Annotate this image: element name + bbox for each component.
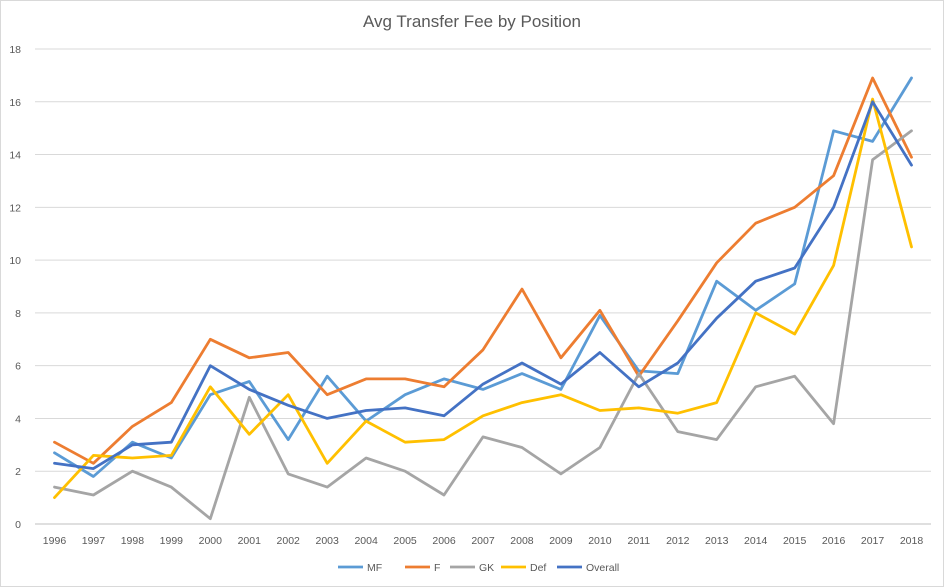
series-line-f xyxy=(53,76,913,465)
x-tick-label: 2003 xyxy=(315,535,339,547)
y-tick-label: 0 xyxy=(15,519,21,531)
y-tick-label: 14 xyxy=(9,150,21,162)
gridlines xyxy=(35,48,931,525)
y-tick-label: 2 xyxy=(15,466,21,478)
x-tick-label: 2006 xyxy=(432,535,456,547)
x-tick-label: 2004 xyxy=(354,535,378,547)
x-tick-label: 2001 xyxy=(238,535,262,547)
x-tick-label: 2008 xyxy=(510,535,534,547)
y-tick-label: 18 xyxy=(9,44,21,56)
y-tick-label: 16 xyxy=(9,97,21,109)
x-tick-label: 1997 xyxy=(82,535,106,547)
x-axis-ticks: 1996 1997 1998 1999 2000 2001 2002 2003 2004 2005… xyxy=(43,535,924,547)
x-tick-label: 2014 xyxy=(744,535,768,547)
legend-label-overall: Overall xyxy=(586,562,619,574)
y-tick-label: 12 xyxy=(9,202,21,214)
x-tick-label: 2018 xyxy=(900,535,924,547)
x-tick-label: 2013 xyxy=(705,535,729,547)
y-axis-ticks: 0 2 4 6 8 10 12 14 16 18 xyxy=(9,44,21,531)
y-tick-label: 6 xyxy=(15,361,21,373)
legend-label-gk: GK xyxy=(479,562,494,574)
x-tick-label: 1999 xyxy=(160,535,184,547)
x-tick-label: 2005 xyxy=(393,535,417,547)
x-tick-label: 2012 xyxy=(666,535,690,547)
x-tick-label: 2010 xyxy=(588,535,612,547)
x-tick-label: 2011 xyxy=(628,535,651,547)
x-tick-label: 2016 xyxy=(822,535,846,547)
x-tick-label: 2009 xyxy=(549,535,573,547)
series-line-def xyxy=(53,97,913,500)
x-tick-label: 1998 xyxy=(121,535,145,547)
series-line-overall xyxy=(53,100,913,471)
x-tick-label: 2007 xyxy=(471,535,495,547)
legend-label-mf: MF xyxy=(367,562,382,574)
x-tick-label: 2002 xyxy=(277,535,301,547)
series-line-gk xyxy=(53,129,913,521)
chart-title: Avg Transfer Fee by Position xyxy=(363,12,581,31)
series-line-mf xyxy=(53,76,913,478)
x-tick-label: 2017 xyxy=(861,535,885,547)
x-tick-label: 2000 xyxy=(199,535,223,547)
legend: MF F GK Def Overall xyxy=(338,562,619,574)
y-tick-label: 8 xyxy=(15,308,21,320)
x-tick-label: 1996 xyxy=(43,535,67,547)
y-tick-label: 10 xyxy=(9,255,21,267)
series-lines xyxy=(53,76,913,521)
legend-label-def: Def xyxy=(530,562,546,574)
y-tick-label: 4 xyxy=(15,413,21,425)
legend-label-f: F xyxy=(434,562,440,574)
x-tick-label: 2015 xyxy=(783,535,807,547)
